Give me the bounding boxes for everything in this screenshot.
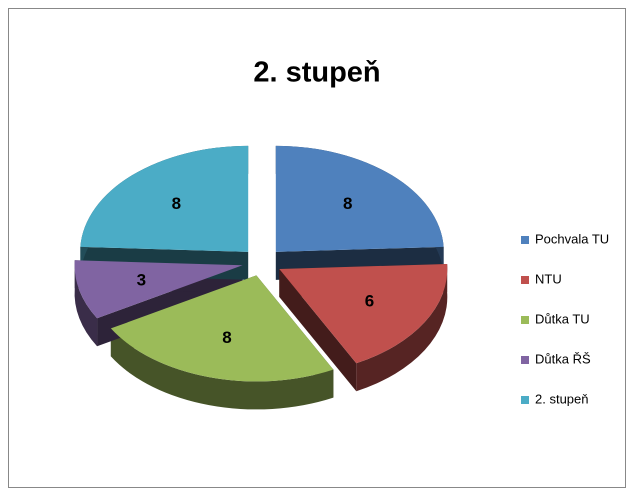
legend-swatch	[521, 276, 529, 284]
slice	[279, 263, 448, 364]
data-label: 6	[365, 291, 374, 310]
slice	[80, 145, 249, 252]
legend-label: Pochvala TU	[535, 231, 609, 246]
data-label: 8	[222, 328, 231, 347]
data-label: 3	[137, 270, 146, 289]
legend-label: 2. stupeň	[535, 391, 589, 406]
chart-title: 2. stupeň	[253, 57, 380, 89]
legend-label: Důtka ŘŠ	[535, 351, 591, 366]
slice	[275, 145, 444, 252]
legend-label: NTU	[535, 271, 562, 286]
data-label: 8	[172, 194, 181, 213]
slice-side	[279, 269, 357, 392]
slice-side	[110, 328, 334, 410]
legend-label: Důtka TU	[535, 311, 590, 326]
data-label: 8	[343, 194, 352, 213]
slice-side	[356, 263, 448, 392]
legend-swatch	[521, 396, 529, 404]
slice-side	[74, 260, 98, 347]
slice	[110, 275, 334, 382]
legend-swatch	[521, 236, 529, 244]
legend-swatch	[521, 356, 529, 364]
slice	[74, 260, 243, 319]
legend-swatch	[521, 316, 529, 324]
pie-tops	[74, 145, 448, 382]
